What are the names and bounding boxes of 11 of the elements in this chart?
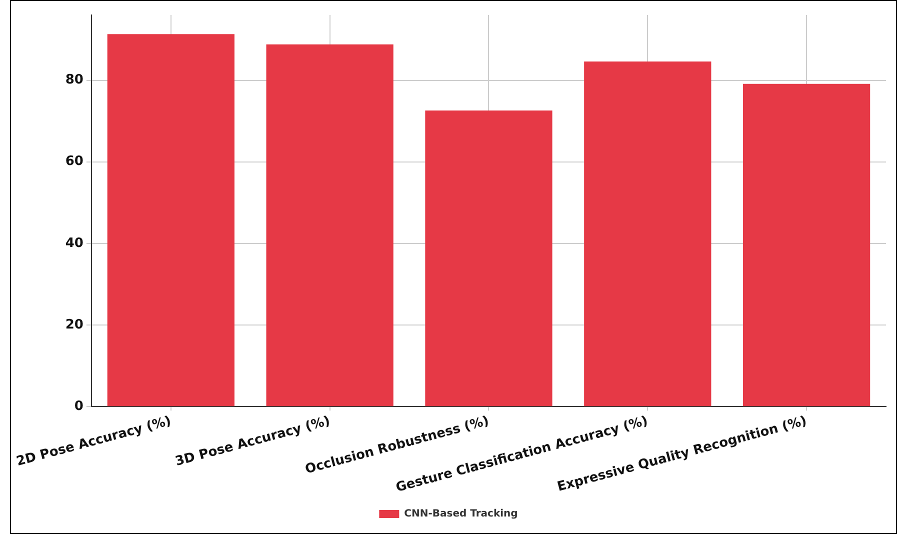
bar bbox=[425, 110, 552, 406]
y-tick-label: 40 bbox=[65, 236, 84, 251]
bar bbox=[742, 84, 870, 406]
bar bbox=[107, 34, 234, 406]
bar bbox=[266, 44, 394, 406]
legend-label: CNN-Based Tracking bbox=[404, 508, 518, 520]
y-tick-label: 80 bbox=[65, 72, 84, 88]
y-tick-label: 60 bbox=[65, 154, 84, 170]
bar bbox=[584, 62, 712, 406]
y-tick-label: 0 bbox=[74, 398, 84, 414]
y-tick-label: 20 bbox=[65, 317, 84, 332]
